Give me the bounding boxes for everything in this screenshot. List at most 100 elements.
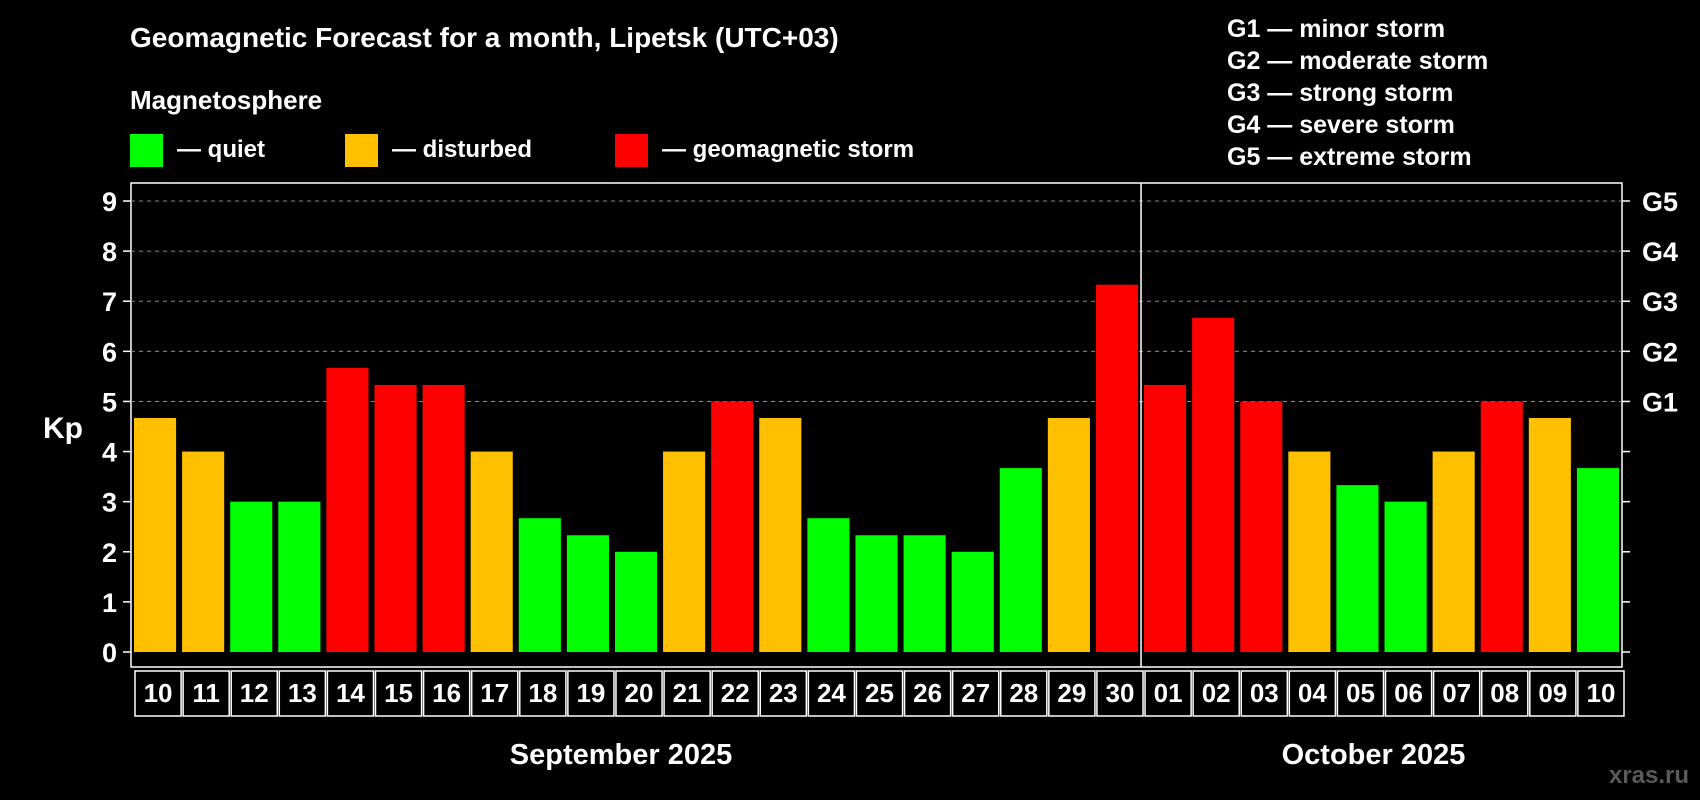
y-tick-label: 8 — [102, 237, 117, 267]
x-tick-box — [1240, 670, 1289, 717]
x-tick-box — [1577, 670, 1625, 717]
x-tick-box — [1336, 670, 1385, 717]
y-tick-label: 6 — [102, 337, 117, 367]
y-tick-label: 4 — [102, 438, 117, 468]
x-tick-label: 19 — [576, 678, 605, 708]
storm-level-label-g3: G3 — [1642, 287, 1678, 317]
x-tick-label: 24 — [817, 678, 846, 708]
x-tick-box — [1432, 670, 1481, 717]
x-tick-box — [519, 670, 567, 717]
bar-8 — [470, 451, 513, 652]
storm-scale-legend: G1 — minor storm G2 — moderate storm G3 … — [1227, 15, 1488, 171]
x-tick-box — [374, 670, 423, 717]
bar-28 — [1432, 451, 1475, 652]
x-tick-label: 06 — [1394, 678, 1423, 708]
y-tick-label: 7 — [102, 287, 117, 317]
x-tick-label: 30 — [1106, 678, 1135, 708]
bar-4 — [278, 501, 321, 652]
storm-scale-g5: G5 — extreme storm — [1227, 143, 1472, 171]
x-tick-label: 14 — [336, 678, 365, 708]
storm-level-label-g5: G5 — [1642, 187, 1678, 217]
x-tick-box — [663, 670, 711, 717]
y-tick-label: 9 — [102, 187, 117, 217]
bar-15 — [807, 518, 850, 652]
x-tick-label: 18 — [528, 678, 557, 708]
y-tick-label: 1 — [102, 588, 117, 618]
bar-2 — [182, 451, 225, 652]
bar-25 — [1288, 451, 1331, 652]
bar-16 — [855, 535, 898, 652]
x-tick-label: 26 — [913, 678, 942, 708]
x-tick-box — [903, 670, 952, 717]
y-axis-label: Kp — [43, 412, 83, 445]
storm-level-label-g4: G4 — [1642, 237, 1678, 267]
y-tick-label: 0 — [102, 638, 117, 668]
legend-label-quiet: — quiet — [177, 136, 265, 163]
watermark: xras.ru — [1609, 762, 1689, 789]
x-tick-label: 04 — [1298, 678, 1327, 708]
x-tick-label: 16 — [432, 678, 461, 708]
bar-12 — [663, 451, 706, 652]
x-tick-box — [470, 670, 519, 717]
bar-19 — [999, 468, 1042, 652]
x-tick-box — [134, 670, 182, 717]
x-tick-box — [855, 670, 904, 717]
x-tick-box — [1480, 670, 1529, 717]
legend-swatch-disturbed — [345, 134, 378, 167]
x-tick-label: 20 — [625, 678, 654, 708]
bar-20 — [1047, 417, 1090, 652]
bar-13 — [711, 401, 754, 652]
x-tick-label: 03 — [1250, 678, 1279, 708]
x-tick-label: 01 — [1154, 678, 1183, 708]
bar-30 — [1528, 417, 1571, 652]
bar-1 — [134, 417, 177, 652]
x-tick-label: 28 — [1009, 678, 1038, 708]
bar-24 — [1240, 401, 1283, 652]
x-tick-box — [422, 670, 471, 717]
storm-level-label-g1: G1 — [1642, 387, 1678, 417]
storm-scale-g4: G4 — severe storm — [1227, 111, 1455, 139]
x-tick-box — [1192, 670, 1240, 717]
plot-frame — [130, 182, 1623, 668]
bar-26 — [1336, 485, 1379, 652]
legend-swatch-quiet — [130, 134, 163, 167]
bar-7 — [422, 384, 465, 652]
x-tick-label: 29 — [1057, 678, 1086, 708]
y-tick-label: 3 — [102, 488, 117, 518]
x-tick-box — [278, 670, 327, 717]
x-tick-label: 12 — [240, 678, 269, 708]
y-tick-label: 5 — [102, 387, 117, 417]
storm-level-label-g2: G2 — [1642, 337, 1678, 367]
x-tick-label: 11 — [192, 678, 220, 708]
storm-scale-g1: G1 — minor storm — [1227, 15, 1445, 43]
chart-title: Geomagnetic Forecast for a month, Lipets… — [130, 22, 839, 53]
bar-22 — [1144, 384, 1187, 652]
x-tick-box — [1048, 670, 1096, 717]
bar-29 — [1480, 401, 1523, 652]
x-tick-box — [807, 670, 856, 717]
x-tick-box — [615, 670, 663, 717]
x-tick-box — [1529, 670, 1577, 717]
x-tick-label: 10 — [1586, 678, 1615, 708]
x-tick-label: 07 — [1442, 678, 1471, 708]
x-tick-label: 27 — [961, 678, 990, 708]
bar-18 — [951, 551, 994, 652]
legend-swatch-storm — [615, 134, 648, 167]
x-tick-label: 15 — [384, 678, 413, 708]
x-tick-box — [182, 670, 230, 717]
legend-heading: Magnetosphere — [130, 85, 322, 115]
x-tick-label: 05 — [1346, 678, 1375, 708]
x-tick-label: 25 — [865, 678, 894, 708]
x-tick-box — [567, 670, 615, 717]
bar-31 — [1576, 468, 1619, 652]
storm-scale-g3: G3 — strong storm — [1227, 79, 1453, 107]
bar-11 — [614, 551, 658, 652]
x-tick-box — [1096, 670, 1144, 717]
x-tick-label: 22 — [721, 678, 750, 708]
x-tick-label: 02 — [1202, 678, 1231, 708]
x-tick-box — [326, 670, 375, 717]
x-tick-label: 09 — [1538, 678, 1567, 708]
bar-10 — [566, 535, 609, 652]
